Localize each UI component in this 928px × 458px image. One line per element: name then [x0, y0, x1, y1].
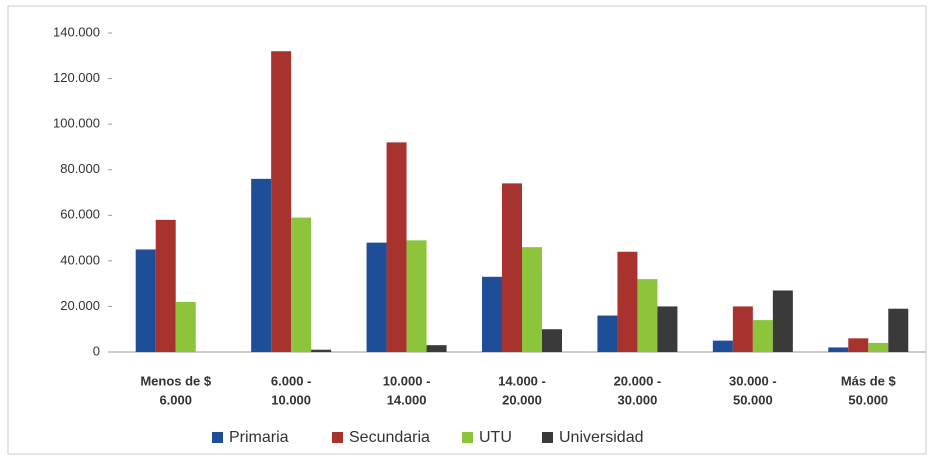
- y-tick-label: 100.000: [53, 116, 100, 131]
- bar: [311, 349, 332, 352]
- legend-label: Universidad: [559, 429, 643, 446]
- x-tick-label: 30.000: [618, 392, 658, 407]
- x-tick-label: 10.000: [271, 392, 311, 407]
- x-tick-label: 6.000 -: [271, 373, 311, 388]
- bar: [291, 217, 312, 352]
- bar: [406, 240, 427, 352]
- legend-swatch: [542, 432, 553, 443]
- y-tick-label: 60.000: [60, 207, 100, 222]
- bar: [848, 338, 869, 352]
- bar: [426, 345, 447, 352]
- legend-label: Secundaria: [349, 429, 430, 446]
- bar: [135, 249, 156, 352]
- bar: [712, 340, 733, 352]
- bar: [617, 251, 638, 352]
- x-tick-label: 20.000: [502, 392, 542, 407]
- bar: [597, 315, 618, 352]
- x-tick-label: 50.000: [848, 392, 888, 407]
- y-tick-label: 0: [93, 343, 100, 358]
- bar: [868, 342, 889, 352]
- legend-swatch: [332, 432, 343, 443]
- legend-swatch: [212, 432, 223, 443]
- bar: [828, 347, 849, 352]
- x-tick-label: 20.000 -: [614, 373, 662, 388]
- bar: [271, 51, 292, 352]
- x-tick-label: Menos de $: [140, 373, 212, 388]
- y-tick-label: 80.000: [60, 161, 100, 176]
- bar: [732, 306, 753, 352]
- y-tick-label: 120.000: [53, 70, 100, 85]
- bar: [772, 290, 793, 352]
- bar: [752, 320, 773, 352]
- bar: [542, 329, 562, 352]
- y-tick-label: 20.000: [60, 298, 100, 313]
- bar: [482, 276, 502, 352]
- x-tick-label: 14.000 -: [498, 373, 546, 388]
- legend-label: Primaria: [229, 429, 289, 446]
- legend-label: UTU: [479, 429, 512, 446]
- bar: [657, 306, 678, 352]
- y-tick-label: 40.000: [60, 252, 100, 267]
- bar: [386, 142, 407, 352]
- bar: [175, 301, 196, 352]
- bar: [251, 178, 272, 352]
- bar: [502, 183, 522, 352]
- bar: [366, 242, 387, 352]
- x-tick-label: 14.000: [387, 392, 427, 407]
- x-tick-label: 6.000: [159, 392, 192, 407]
- bar: [888, 308, 909, 352]
- x-tick-label: 50.000: [733, 392, 773, 407]
- bar: [522, 247, 542, 352]
- bar: [637, 279, 658, 352]
- x-tick-label: Más de $: [841, 373, 897, 388]
- x-tick-label: 30.000 -: [729, 373, 777, 388]
- y-tick-label: 140.000: [53, 24, 100, 39]
- x-tick-label: 10.000 -: [383, 373, 431, 388]
- bar: [155, 219, 176, 352]
- legend-swatch: [462, 432, 473, 443]
